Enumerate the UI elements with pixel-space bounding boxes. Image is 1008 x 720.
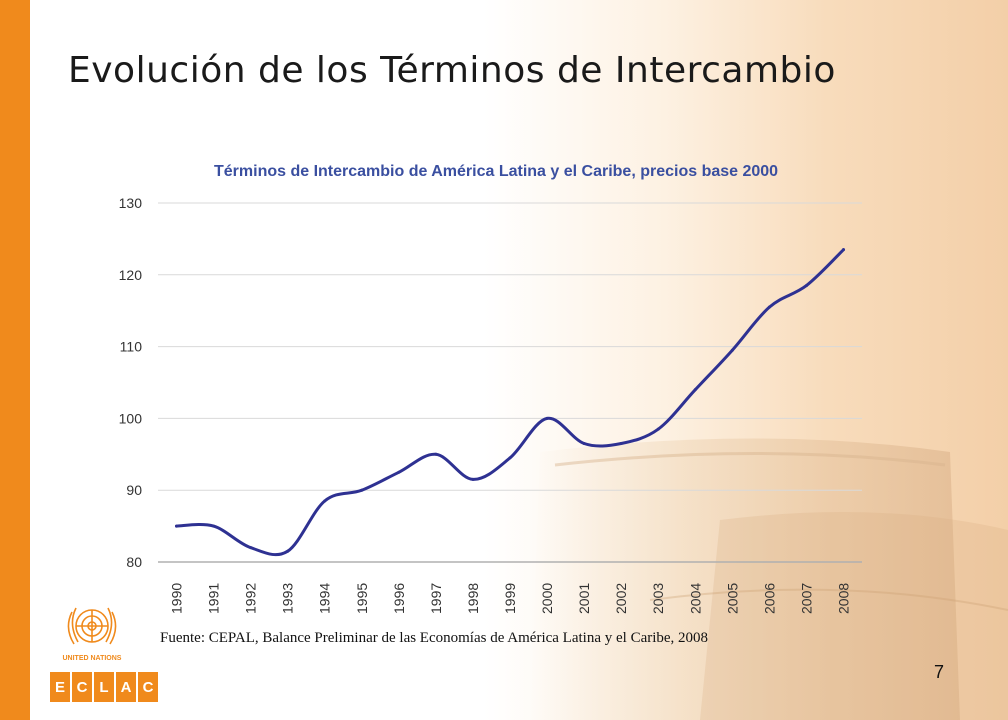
slide-title: Evolución de los Términos de Intercambio bbox=[68, 50, 836, 91]
x-tick-label: 2007 bbox=[798, 583, 814, 614]
x-tick-label: 1991 bbox=[206, 583, 222, 614]
data-point bbox=[545, 416, 549, 420]
x-tick-label: 1998 bbox=[465, 583, 481, 614]
y-tick-label: 110 bbox=[120, 339, 143, 355]
series-line bbox=[175, 248, 845, 557]
data-point bbox=[249, 546, 253, 550]
eclac-logo-letter: L bbox=[94, 672, 114, 702]
x-tick-label: 1992 bbox=[243, 583, 259, 614]
chart-title: Términos de Intercambio de América Latin… bbox=[214, 163, 779, 180]
data-point bbox=[841, 248, 845, 252]
svg-text:UNITED NATIONS: UNITED NATIONS bbox=[63, 655, 122, 662]
x-tick-label: 2001 bbox=[576, 583, 592, 614]
data-point bbox=[471, 477, 475, 481]
data-point bbox=[804, 284, 808, 288]
x-tick-label: 1996 bbox=[391, 583, 407, 614]
data-point bbox=[508, 456, 512, 460]
source-note: Fuente: CEPAL, Balance Preliminar de las… bbox=[160, 630, 709, 646]
data-point bbox=[656, 427, 660, 431]
data-point bbox=[212, 524, 216, 528]
x-tick-label: 2003 bbox=[650, 583, 666, 614]
x-tick-label: 1990 bbox=[169, 583, 185, 614]
eclac-logo-letter: C bbox=[72, 672, 92, 702]
x-tick-label: 1994 bbox=[317, 583, 333, 614]
x-tick-label: 2000 bbox=[539, 583, 555, 614]
data-point bbox=[323, 499, 327, 503]
eclac-logo-letter: E bbox=[50, 672, 70, 702]
data-point bbox=[693, 388, 697, 392]
x-tick-label: 2005 bbox=[724, 583, 740, 614]
data-point bbox=[434, 452, 438, 456]
x-tick-label: 1999 bbox=[502, 583, 518, 614]
x-tick-label: 2008 bbox=[835, 583, 851, 614]
x-tick-label: 1997 bbox=[428, 583, 444, 614]
accent-bar bbox=[0, 0, 30, 720]
series-layer bbox=[175, 248, 845, 557]
x-axis: 1990 1991 1992 1993 1994 1995 1996 1997 1998 1999… bbox=[169, 583, 852, 614]
x-tick-label: 2006 bbox=[761, 583, 777, 614]
data-point bbox=[619, 442, 623, 446]
data-point bbox=[360, 488, 364, 492]
y-tick-label: 100 bbox=[119, 410, 143, 426]
y-tick-label: 80 bbox=[126, 554, 142, 570]
eclac-logo-letter: C bbox=[138, 672, 158, 702]
y-axis: 80 90 100 110 120 130 bbox=[119, 195, 143, 570]
eclac-logo-letter: A bbox=[116, 672, 136, 702]
x-tick-label: 1993 bbox=[280, 583, 296, 614]
grid-layer bbox=[158, 202, 862, 563]
united-nations-emblem-icon: UNITED NATIONS bbox=[63, 607, 122, 662]
page-number: 7 bbox=[934, 662, 945, 682]
x-tick-label: 1995 bbox=[354, 583, 370, 614]
data-point bbox=[175, 524, 179, 528]
y-tick-label: 130 bbox=[119, 195, 143, 211]
data-point bbox=[397, 470, 401, 474]
data-point bbox=[730, 348, 734, 352]
y-tick-label: 120 bbox=[119, 267, 143, 283]
data-point bbox=[582, 442, 586, 446]
x-tick-label: 2002 bbox=[613, 583, 629, 614]
data-point bbox=[286, 549, 290, 553]
data-point bbox=[767, 305, 771, 309]
x-tick-label: 2004 bbox=[687, 583, 703, 614]
y-tick-label: 90 bbox=[126, 482, 142, 498]
